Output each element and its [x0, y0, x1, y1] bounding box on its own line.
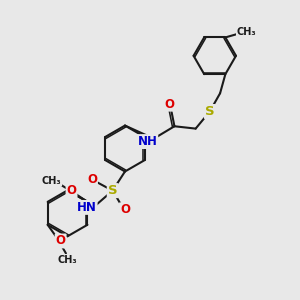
Text: HN: HN	[77, 201, 97, 214]
Text: O: O	[67, 184, 76, 197]
Text: CH₃: CH₃	[42, 176, 61, 186]
Text: CH₃: CH₃	[237, 27, 256, 38]
Text: CH₃: CH₃	[58, 255, 77, 265]
Text: O: O	[56, 235, 66, 248]
Text: O: O	[87, 173, 97, 186]
Text: S: S	[108, 184, 117, 197]
Text: O: O	[120, 203, 130, 216]
Text: O: O	[164, 98, 174, 111]
Text: S: S	[205, 105, 214, 118]
Text: NH: NH	[137, 135, 157, 148]
